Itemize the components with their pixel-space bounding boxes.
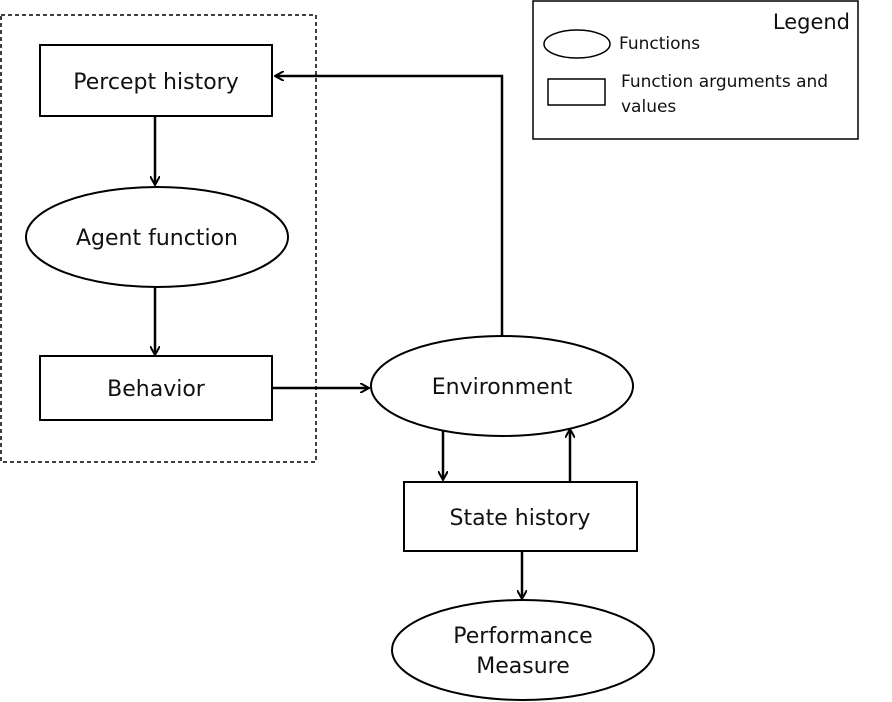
node-state-history: State history [403,481,638,552]
legend-ellipse-icon [543,29,611,59]
node-behavior: Behavior [39,355,273,421]
legend-title: Legend [773,10,850,34]
node-agent-function: Agent function [25,186,289,288]
state-history-label: State history [450,506,591,531]
node-performance-measure: Performance Measure [391,599,655,701]
legend-rect-icon [547,78,606,106]
legend-args-label-line2: values [621,97,676,117]
legend-functions-label: Functions [619,34,700,54]
legend-args-label-line1: Function arguments and [621,72,828,92]
node-percept-history: Percept history [39,44,273,117]
performance-label-line2: Measure [476,654,570,679]
environment-label: Environment [432,375,573,400]
percept-history-label: Percept history [73,70,238,95]
node-environment: Environment [370,335,634,437]
behavior-label: Behavior [107,377,206,402]
performance-label-line1: Performance [453,624,592,649]
agent-function-label: Agent function [76,226,238,251]
legend: Legend Functions Function arguments and … [532,0,859,140]
arrow-environment-to-percept [276,76,504,336]
agent-boundary [0,14,317,463]
